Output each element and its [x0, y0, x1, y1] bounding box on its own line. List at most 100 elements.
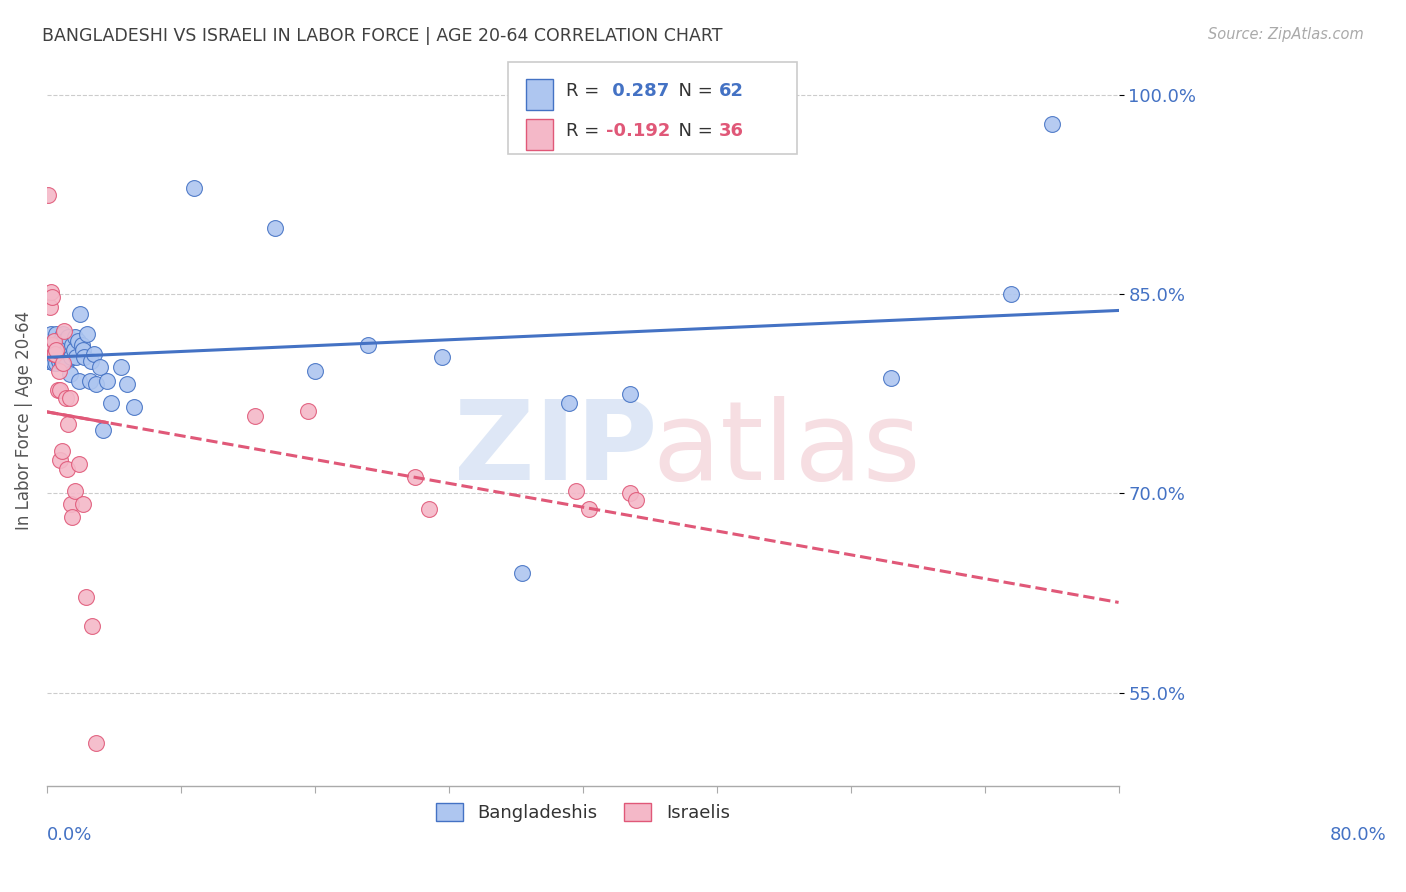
- Point: [619, 386, 641, 401]
- Point: [75, 590, 97, 604]
- Point: [46, 340, 69, 354]
- Point: [38, 343, 60, 357]
- Point: [73, 350, 96, 364]
- Text: 0.287: 0.287: [606, 82, 669, 100]
- Point: [357, 337, 380, 351]
- Point: [60, 337, 83, 351]
- Text: -0.192: -0.192: [606, 122, 671, 140]
- Point: [100, 396, 122, 410]
- Point: [38, 334, 60, 348]
- Point: [55, 340, 77, 354]
- Point: [56, 462, 79, 476]
- Y-axis label: In Labor Force | Age 20-64: In Labor Force | Age 20-64: [15, 310, 32, 530]
- Point: [70, 337, 93, 351]
- Text: 0.0%: 0.0%: [46, 826, 93, 844]
- Point: [37, 187, 59, 202]
- FancyBboxPatch shape: [526, 79, 553, 110]
- Point: [44, 347, 66, 361]
- Point: [86, 736, 108, 750]
- Point: [83, 347, 105, 361]
- Point: [96, 374, 118, 388]
- Point: [880, 371, 903, 385]
- Text: 80.0%: 80.0%: [1330, 826, 1386, 844]
- Point: [59, 367, 82, 381]
- Point: [62, 343, 84, 357]
- Point: [67, 457, 90, 471]
- Point: [56, 353, 79, 368]
- Point: [512, 566, 534, 580]
- Point: [46, 383, 69, 397]
- Point: [58, 329, 80, 343]
- Point: [122, 400, 145, 414]
- Point: [52, 326, 75, 341]
- Point: [418, 502, 440, 516]
- Point: [565, 483, 588, 498]
- Point: [51, 443, 73, 458]
- Point: [72, 497, 94, 511]
- Point: [39, 285, 62, 299]
- Point: [53, 324, 76, 338]
- Point: [1000, 287, 1022, 301]
- Point: [117, 377, 139, 392]
- Point: [66, 334, 89, 348]
- Point: [263, 220, 285, 235]
- Point: [86, 377, 108, 392]
- Point: [49, 383, 72, 397]
- Point: [48, 364, 70, 378]
- Point: [63, 483, 86, 498]
- Point: [65, 350, 87, 364]
- Text: N =: N =: [668, 82, 718, 100]
- Point: [1040, 117, 1063, 131]
- Point: [42, 334, 65, 348]
- Point: [69, 307, 91, 321]
- Point: [44, 334, 66, 348]
- Point: [82, 619, 104, 633]
- Point: [578, 502, 600, 516]
- Point: [51, 356, 73, 370]
- Point: [52, 356, 75, 370]
- Point: [53, 334, 76, 348]
- Point: [53, 350, 76, 364]
- Point: [42, 337, 65, 351]
- Point: [304, 364, 326, 378]
- Text: atlas: atlas: [652, 396, 921, 503]
- Point: [39, 326, 62, 341]
- Point: [67, 374, 90, 388]
- Point: [39, 340, 62, 354]
- Point: [49, 347, 72, 361]
- Point: [41, 353, 63, 368]
- Text: BANGLADESHI VS ISRAELI IN LABOR FORCE | AGE 20-64 CORRELATION CHART: BANGLADESHI VS ISRAELI IN LABOR FORCE | …: [42, 27, 723, 45]
- Point: [110, 360, 132, 375]
- Point: [48, 353, 70, 368]
- Point: [42, 347, 65, 361]
- Point: [41, 290, 63, 304]
- Text: N =: N =: [668, 122, 718, 140]
- FancyBboxPatch shape: [526, 120, 553, 150]
- Point: [49, 334, 72, 348]
- Text: ZIP: ZIP: [454, 396, 658, 503]
- FancyBboxPatch shape: [508, 62, 797, 153]
- Legend: Bangladeshis, Israelis: Bangladeshis, Israelis: [429, 796, 737, 829]
- Point: [45, 356, 67, 370]
- Point: [89, 360, 111, 375]
- Point: [59, 350, 82, 364]
- Point: [404, 470, 426, 484]
- Point: [59, 391, 82, 405]
- Text: Source: ZipAtlas.com: Source: ZipAtlas.com: [1208, 27, 1364, 42]
- Text: R =: R =: [565, 122, 605, 140]
- Text: 36: 36: [718, 122, 744, 140]
- Point: [38, 301, 60, 315]
- Point: [58, 417, 80, 432]
- Text: 62: 62: [718, 82, 744, 100]
- Point: [297, 404, 319, 418]
- Point: [558, 396, 581, 410]
- Text: R =: R =: [565, 82, 605, 100]
- Point: [79, 374, 101, 388]
- Point: [76, 326, 98, 341]
- Point: [430, 350, 453, 364]
- Point: [56, 337, 79, 351]
- Point: [44, 347, 66, 361]
- Point: [45, 326, 67, 341]
- Point: [37, 353, 59, 368]
- Point: [183, 181, 205, 195]
